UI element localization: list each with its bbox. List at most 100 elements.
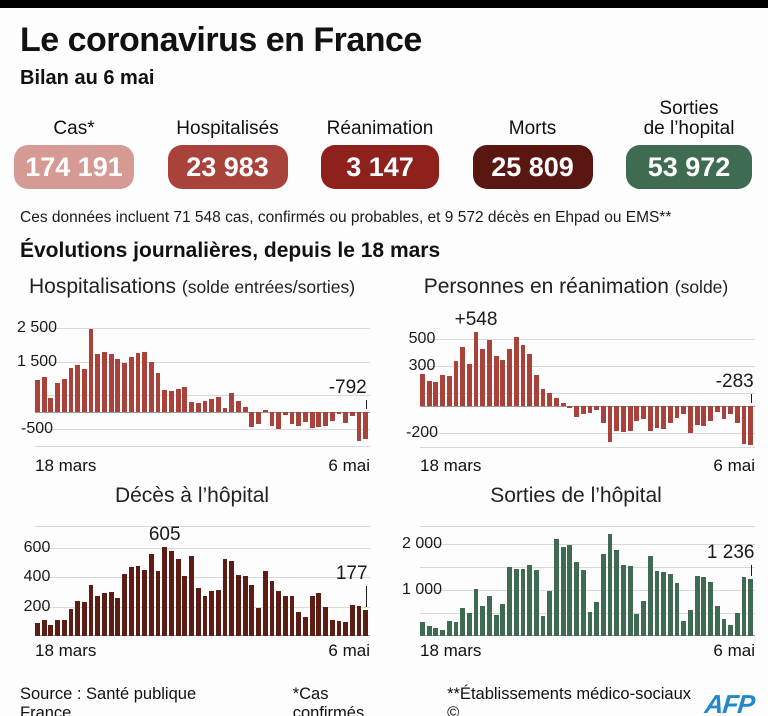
bar [694,575,700,636]
annotation-label: 177 [335,563,368,585]
bar [189,401,194,413]
x-end-label: 6 mai [713,456,755,475]
bar [607,406,613,443]
footnote-cas: *Cas confirmés [292,685,365,716]
bar [587,406,593,414]
annotation-tick [750,394,753,404]
stat-badge: 53 972 [626,145,752,189]
bar [148,361,154,413]
gridline [35,327,370,329]
bar [343,412,348,423]
annotation-label: 605 [148,524,181,546]
chart-title-main: Hospitalisations [28,275,177,298]
bar [309,412,315,429]
bar [356,605,362,636]
bar [554,398,559,407]
bar [236,575,241,636]
data-note: Ces données incluent 71 548 cas, confirm… [20,209,672,226]
bar [600,554,606,636]
bar [567,545,573,636]
bar [169,550,174,636]
bar [242,575,248,636]
bar [329,412,335,421]
chart-title: Hospitalisations (solde entrées/sorties) [0,275,384,301]
bar [182,386,188,413]
bar [115,358,121,413]
bar [453,360,459,407]
bar [215,396,221,413]
bar [574,406,579,418]
bar [41,620,47,636]
bar [88,585,94,636]
bar [336,620,342,636]
bar [75,600,80,636]
bar [426,626,432,636]
gridline [420,392,755,394]
bar [533,570,539,636]
bar [48,624,54,636]
y-tick-label: 2 000 [401,535,443,553]
bar [627,566,633,636]
bar [466,612,472,636]
hospitalisations-plot: 2 500 1 500 -500 -792 [17,319,370,451]
chart-title-suffix: (solde) [674,277,729,297]
bar [202,595,208,636]
sorties-plot: 2 000 1 000 1 236 [402,526,755,636]
chart-title-suffix: (solde entrées/sorties) [181,277,356,297]
bar [55,619,60,636]
bar [81,369,87,413]
bar [215,589,221,636]
stat-label: Hospitalisés [176,118,279,140]
bar [466,363,472,407]
bar [674,583,680,636]
x-end-label: 6 mai [328,456,370,475]
bar [480,348,486,407]
bar [580,570,586,636]
bar [329,619,335,636]
bar [714,605,720,636]
stat-badge: 174 191 [14,145,134,189]
bar [61,619,67,636]
chart-sorties: Sorties de l’hôpital 2 000 1 000 1 236 18 … [384,476,768,661]
gridline [420,338,755,340]
footnote-ems: **Établissements médico-sociaux © [447,685,692,716]
gridline [35,526,370,527]
bar [202,401,208,413]
bar [513,336,519,407]
bar [473,332,479,407]
chart-title-main: Personnes en réanimation [423,275,669,298]
bar [349,605,355,636]
bar [162,547,168,636]
y-tick-label: 1 000 [401,581,443,599]
bar [627,406,633,431]
x-end-label: 6 mai [328,641,370,660]
annotation-label: -283 [715,371,754,393]
bar [155,372,161,413]
chart-title: Décès à l’hôpital [0,484,384,510]
section-heading: Évolutions journalières, depuis le 18 ma… [20,239,441,262]
stat-label: Réanimation [326,118,434,140]
bar [460,346,465,407]
stats-row: Cas* 174 191 Hospitalisés 23 983 Réanima… [14,92,752,189]
bar [453,622,459,636]
bar [262,410,268,413]
bar [681,620,687,636]
bar [236,400,241,413]
bar [209,399,214,413]
bar [175,388,181,413]
bar [446,620,452,636]
x-end-label: 6 mai [713,641,755,660]
bar [580,406,586,415]
bar [276,590,281,636]
bar [296,611,302,636]
source-text: Source : Santé publique France [20,685,197,716]
bar [75,365,80,413]
bar [55,382,60,413]
stat-label: Morts [508,118,557,140]
y-tick-label: -200 [405,424,439,442]
bar [282,412,288,416]
bar [433,627,439,636]
bar [741,406,747,444]
bar [520,569,526,636]
